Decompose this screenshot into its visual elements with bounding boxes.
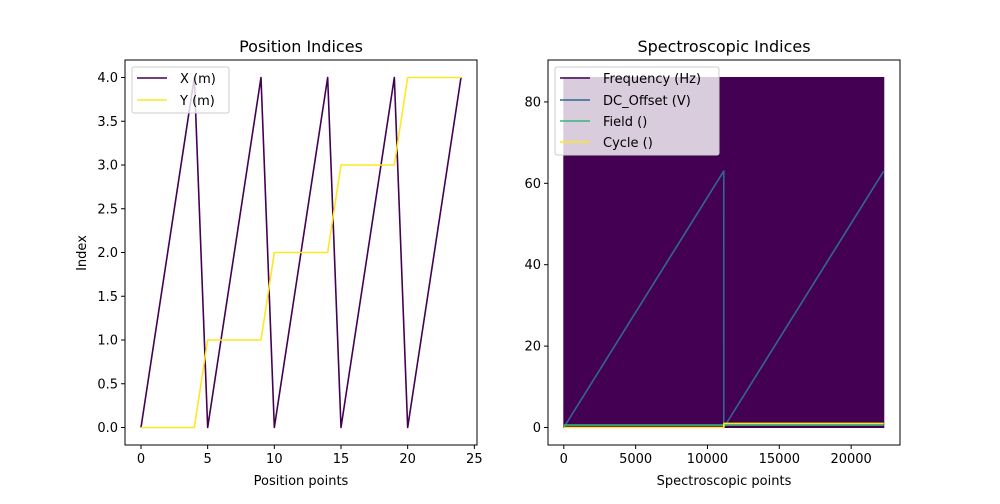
spectroscopic-indices-xlabel: Spectroscopic points [657, 474, 792, 489]
x-tick-label: 10 [266, 452, 283, 467]
position-indices-title: Position Indices [239, 37, 363, 56]
position-indices-ylabel: Index [75, 235, 90, 271]
y-tick-label: 0 [533, 421, 541, 436]
y-tick-label: 1.0 [97, 334, 118, 349]
y-tick-label: 20 [524, 340, 541, 355]
x-tick-label: 20 [399, 452, 416, 467]
y-tick-label: 80 [524, 95, 541, 110]
legend-label-cycle: Cycle () [603, 136, 653, 151]
position-indices-xlabel: Position points [254, 474, 349, 489]
x-tick-label: 20000 [830, 452, 871, 467]
x-tick-label: 25 [466, 452, 483, 467]
y-tick-label: 0.0 [97, 421, 118, 436]
legend-label-field: Field () [603, 115, 647, 130]
y-tick-label: 3.5 [97, 115, 118, 130]
y-tick-label: 2.5 [97, 202, 118, 217]
y-tick-label: 60 [524, 177, 541, 192]
x-tick-label: 0 [137, 452, 145, 467]
y-tick-label: 3.0 [97, 159, 118, 174]
y-tick-label: 4.0 [97, 71, 118, 86]
y-tick-label: 1.5 [97, 290, 118, 305]
legend-label-dc-offset: DC_Offset (V) [603, 94, 691, 109]
x-tick-label: 0 [560, 452, 568, 467]
legend-label-frequency: Frequency (Hz) [603, 72, 701, 87]
spectroscopic-indices-title: Spectroscopic Indices [637, 37, 810, 56]
x-tick-label: 5000 [619, 452, 652, 467]
x-tick-label: 10000 [687, 452, 728, 467]
y-tick-label: 40 [524, 258, 541, 273]
x-tick-label: 15 [333, 452, 350, 467]
legend-label-y: Y (m) [179, 94, 215, 109]
spectroscopic-indices-legend: Frequency (Hz) DC_Offset (V) Field () Cy… [555, 67, 719, 155]
legend-label-x: X (m) [180, 72, 216, 87]
y-tick-label: 0.5 [97, 377, 118, 392]
x-tick-label: 15000 [759, 452, 800, 467]
x-tick-label: 5 [204, 452, 212, 467]
position-indices-legend: X (m) Y (m) [132, 67, 229, 113]
y-tick-label: 2.0 [97, 246, 118, 261]
